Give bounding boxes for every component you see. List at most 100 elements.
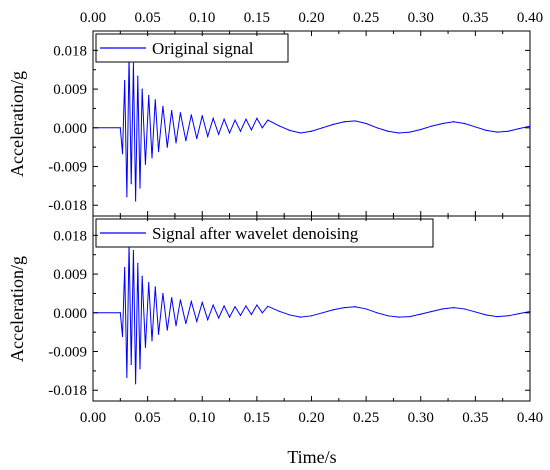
x-tick-label-top: 0.40	[517, 10, 543, 26]
data-point	[135, 200, 137, 202]
x-tick-label: 0.15	[244, 410, 270, 426]
data-point	[452, 121, 455, 123]
y-tick-label: -0.018	[48, 383, 87, 399]
data-point	[376, 127, 378, 129]
data-point	[185, 140, 187, 142]
x-tick-label-top: 0.25	[353, 10, 379, 26]
data-point	[154, 99, 156, 101]
data-point	[126, 376, 128, 378]
y-tick-label: 0.000	[53, 121, 87, 137]
x-tick-label: 0.30	[408, 410, 434, 426]
data-point	[175, 325, 177, 327]
data-point	[289, 314, 291, 316]
y-tick-label: 0.009	[53, 82, 87, 98]
data-point	[135, 383, 137, 385]
data-point	[139, 187, 141, 189]
data-point	[234, 306, 236, 308]
data-point	[463, 122, 466, 125]
data-point	[474, 126, 476, 128]
data-point	[507, 315, 509, 317]
data-point	[179, 299, 181, 301]
data-point	[141, 275, 143, 277]
data-point	[387, 130, 389, 132]
data-point	[354, 120, 356, 122]
data-point	[121, 335, 124, 338]
data-point	[144, 163, 147, 165]
data-point	[278, 310, 280, 312]
data-point	[245, 118, 247, 120]
data-point	[148, 282, 150, 284]
x-tick-label-top: 0.00	[80, 10, 106, 26]
data-point	[398, 132, 400, 134]
data-point	[154, 286, 156, 288]
data-point	[496, 316, 498, 318]
data-point	[166, 146, 168, 148]
data-point	[409, 131, 411, 133]
data-point	[148, 94, 150, 97]
data-point	[398, 316, 400, 318]
data-point	[239, 314, 242, 316]
x-tick-label: 0.05	[135, 410, 161, 426]
data-point	[151, 157, 153, 159]
y-tick-label: 0.018	[53, 228, 87, 244]
data-point	[365, 122, 367, 125]
data-point	[267, 119, 269, 121]
data-point	[196, 137, 198, 140]
x-tick-label-top: 0.05	[135, 10, 161, 26]
data-point	[144, 346, 147, 348]
data-point	[431, 310, 433, 313]
data-point	[332, 123, 334, 125]
panel-denoised-signal: Signal after wavelet denoising Accelerat…	[7, 215, 543, 467]
x-tick-label: 0.25	[353, 410, 379, 426]
data-point	[409, 316, 411, 318]
data-point	[289, 129, 291, 131]
data-point	[365, 308, 367, 310]
data-point	[119, 127, 121, 129]
data-point	[157, 333, 160, 335]
data-point	[256, 117, 258, 119]
data-point	[179, 112, 181, 114]
data-point	[332, 309, 334, 311]
data-point	[132, 62, 135, 64]
data-point	[452, 307, 455, 309]
data-point	[387, 315, 389, 317]
y-axis-title-bottom: Acceleration/g	[7, 256, 27, 362]
y-tick-label: -0.018	[48, 198, 87, 214]
data-point	[354, 306, 356, 308]
panel-original-signal: Original signal Acceleration/g 0.00 0.05 0…	[7, 10, 543, 217]
data-point	[343, 121, 345, 123]
data-point	[212, 304, 214, 306]
x-tick-label: 0.40	[517, 410, 543, 426]
data-point	[442, 122, 444, 125]
data-point	[343, 307, 345, 309]
data-point	[121, 153, 124, 155]
data-point	[529, 125, 531, 127]
data-point	[485, 129, 487, 131]
y-tick-label: 0.000	[53, 306, 87, 322]
legend-label: Original signal	[152, 39, 254, 58]
x-tick-label-top: 0.30	[408, 10, 434, 26]
series-line	[93, 56, 531, 201]
y-tick-label: -0.009	[48, 345, 87, 361]
x-tick-label-top: 0.20	[298, 10, 324, 26]
data-point	[261, 312, 263, 314]
x-axis-title: Time/s	[287, 447, 336, 467]
data-point	[310, 315, 313, 317]
y-tick-label: 0.018	[53, 43, 87, 59]
data-point	[175, 142, 177, 144]
data-point	[166, 329, 168, 331]
data-point	[124, 267, 126, 269]
data-point	[250, 313, 253, 316]
y-axis-title-top: Acceleration/g	[7, 71, 27, 177]
x-tick-label: 0.35	[462, 410, 488, 426]
data-point	[207, 319, 209, 321]
data-point	[218, 133, 220, 135]
series-line	[93, 243, 531, 384]
data-point	[207, 135, 209, 138]
data-point	[485, 314, 487, 316]
data-point	[162, 292, 164, 295]
data-point	[299, 132, 302, 134]
data-point	[256, 304, 258, 306]
x-tick-label: 0.00	[80, 410, 106, 426]
data-point	[245, 305, 247, 307]
